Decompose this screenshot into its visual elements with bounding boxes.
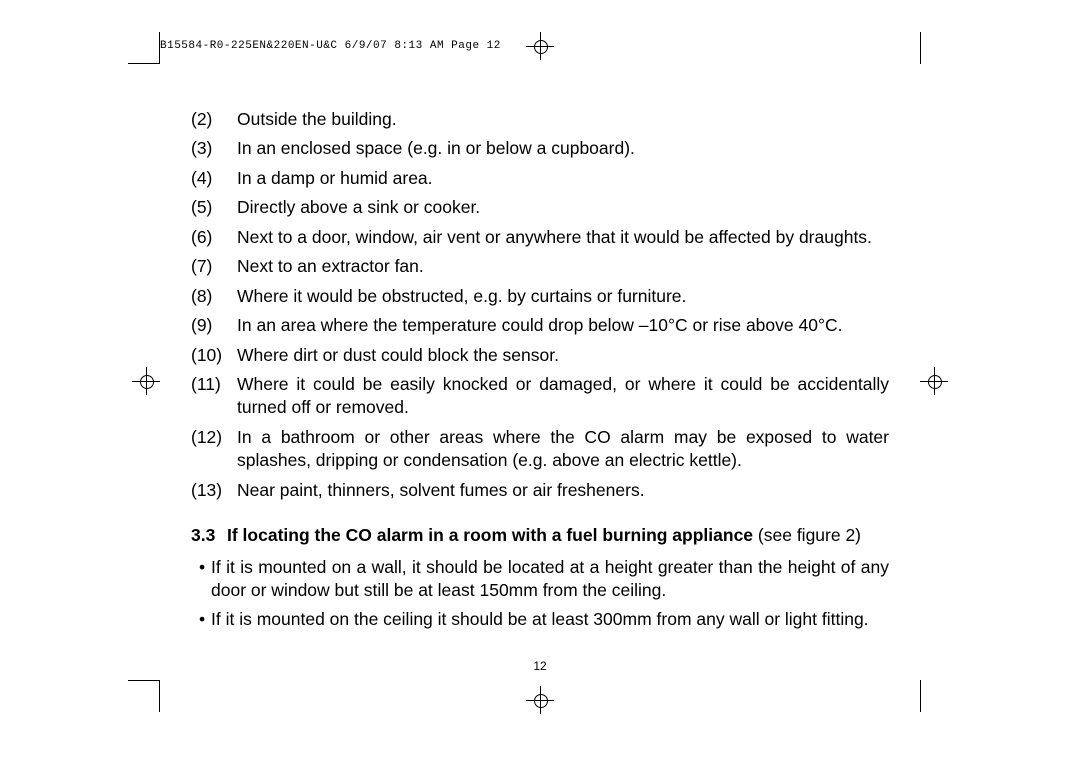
list-item-text: Directly above a sink or cooker. <box>237 196 889 219</box>
section-3-3: 3.3 If locating the CO alarm in a room w… <box>191 524 889 632</box>
list-item-text: Where dirt or dust could block the senso… <box>237 344 889 367</box>
list-item-text: In a damp or humid area. <box>237 167 889 190</box>
bullet-item: •If it is mounted on a wall, it should b… <box>199 556 889 603</box>
list-item-text: Outside the building. <box>237 108 889 131</box>
bullet-list: •If it is mounted on a wall, it should b… <box>191 556 889 632</box>
list-item: (12)In a bathroom or other areas where t… <box>191 426 889 473</box>
list-item-text: Near paint, thinners, solvent fumes or a… <box>237 479 889 502</box>
list-item: (11)Where it could be easily knocked or … <box>191 373 889 420</box>
page-number: 12 <box>0 659 1080 673</box>
list-item-text: Next to a door, window, air vent or anyw… <box>237 226 889 249</box>
crop-mark <box>920 680 921 712</box>
section-title: If locating the CO alarm in a room with … <box>227 524 889 547</box>
list-item: (3)In an enclosed space (e.g. in or belo… <box>191 137 889 160</box>
crop-mark <box>159 680 160 712</box>
list-item-text: Where it would be obstructed, e.g. by cu… <box>237 285 889 308</box>
section-number: 3.3 <box>191 524 227 547</box>
list-item: (2)Outside the building. <box>191 108 889 131</box>
crop-mark <box>920 32 921 64</box>
list-item-number: (7) <box>191 255 237 278</box>
list-item-text: Next to an extractor fan. <box>237 255 889 278</box>
list-item-number: (2) <box>191 108 237 131</box>
section-heading: 3.3 If locating the CO alarm in a room w… <box>191 524 889 547</box>
bullet-item: •If it is mounted on the ceiling it shou… <box>199 608 889 631</box>
list-item-number: (3) <box>191 137 237 160</box>
crop-mark <box>159 32 160 64</box>
list-item-number: (10) <box>191 344 237 367</box>
bullet-text: If it is mounted on a wall, it should be… <box>211 556 889 603</box>
list-item-text: In an area where the temperature could d… <box>237 314 889 337</box>
list-item-text: Where it could be easily knocked or dama… <box>237 373 889 420</box>
list-item-number: (4) <box>191 167 237 190</box>
list-item: (10)Where dirt or dust could block the s… <box>191 344 889 367</box>
bullet-dot-icon: • <box>199 556 211 579</box>
list-item-text: In a bathroom or other areas where the C… <box>237 426 889 473</box>
crop-mark <box>128 63 160 64</box>
bullet-text: If it is mounted on the ceiling it shoul… <box>211 608 889 631</box>
list-item-number: (5) <box>191 196 237 219</box>
list-item-number: (12) <box>191 426 237 449</box>
crop-mark <box>128 680 160 681</box>
list-item: (13)Near paint, thinners, solvent fumes … <box>191 479 889 502</box>
list-item-number: (13) <box>191 479 237 502</box>
section-title-bold: If locating the CO alarm in a room with … <box>227 525 753 545</box>
numbered-list: (2)Outside the building.(3)In an enclose… <box>191 108 889 502</box>
list-item: (9)In an area where the temperature coul… <box>191 314 889 337</box>
list-item-number: (11) <box>191 373 237 396</box>
bullet-dot-icon: • <box>199 608 211 631</box>
content-area: (2)Outside the building.(3)In an enclose… <box>191 108 889 638</box>
print-imprint: B15584-R0-225EN&220EN-U&C 6/9/07 8:13 AM… <box>160 40 501 52</box>
list-item: (6)Next to a door, window, air vent or a… <box>191 226 889 249</box>
registration-mark <box>920 367 948 395</box>
list-item: (7)Next to an extractor fan. <box>191 255 889 278</box>
registration-mark <box>132 367 160 395</box>
section-title-rest: (see figure 2) <box>753 525 861 545</box>
page-root: B15584-R0-225EN&220EN-U&C 6/9/07 8:13 AM… <box>0 0 1080 763</box>
registration-mark <box>526 686 554 714</box>
list-item: (4)In a damp or humid area. <box>191 167 889 190</box>
list-item: (5)Directly above a sink or cooker. <box>191 196 889 219</box>
registration-mark <box>526 32 554 60</box>
list-item-text: In an enclosed space (e.g. in or below a… <box>237 137 889 160</box>
list-item-number: (6) <box>191 226 237 249</box>
list-item-number: (8) <box>191 285 237 308</box>
list-item: (8)Where it would be obstructed, e.g. by… <box>191 285 889 308</box>
list-item-number: (9) <box>191 314 237 337</box>
